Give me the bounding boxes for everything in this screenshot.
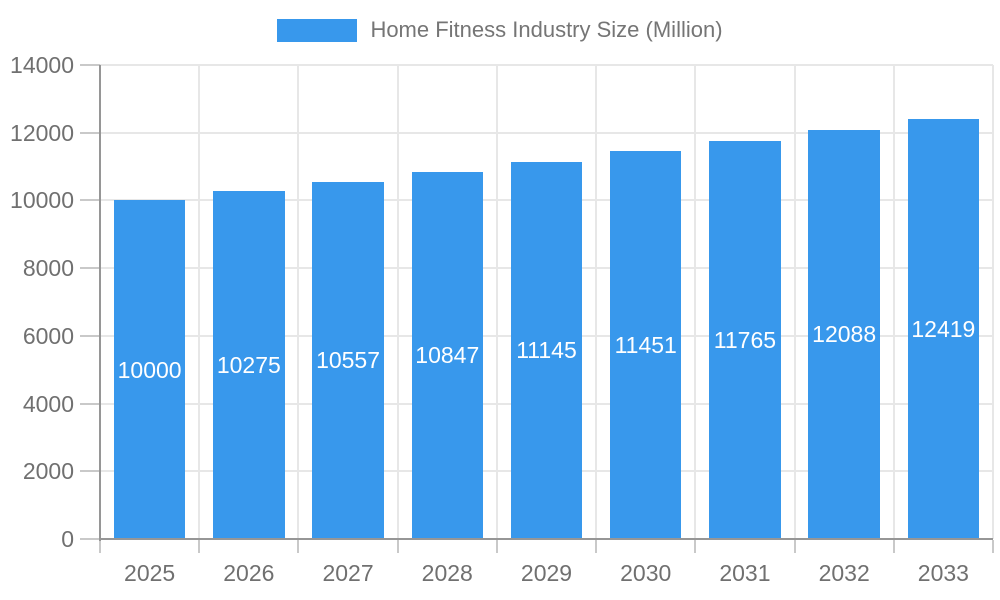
gridline-vertical [595,65,598,539]
x-axis-tick [99,540,101,553]
y-axis-tick [80,131,100,134]
x-tick-label: 2033 [917,560,969,586]
bar-value-label: 10275 [216,352,281,379]
x-axis-tick [198,540,201,553]
x-axis-tick [892,540,895,553]
bar-value-label: 10557 [316,347,381,374]
gridline-vertical [297,65,300,539]
legend-swatch [277,18,358,42]
x-tick-label: 2027 [322,560,374,586]
gridline-vertical [495,65,498,539]
y-tick-label: 8000 [22,255,74,282]
gridline-vertical [694,65,697,539]
y-axis-tick [80,64,100,66]
y-tick-label: 2000 [22,458,74,485]
gridline-vertical [992,65,994,539]
x-tick-label: 2029 [520,560,573,586]
y-axis-tick [80,538,100,540]
y-axis-tick [80,470,100,473]
bar-value-label: 11451 [614,332,677,359]
bar[interactable] [113,200,186,539]
x-tick-label: 2026 [223,560,275,586]
bar[interactable] [213,191,285,539]
y-tick-label: 0 [61,526,74,552]
bar-value-label: 11145 [516,337,577,364]
y-tick-label: 10000 [10,187,74,214]
bar-value-label: 12419 [911,315,976,342]
gridline-vertical [198,65,201,539]
y-tick-label: 14000 [10,52,74,78]
y-tick-label: 12000 [10,119,74,146]
gridline-vertical [892,65,895,539]
x-axis-tick [694,540,697,553]
x-tick-label: 2031 [719,560,771,586]
bar[interactable] [510,161,583,539]
x-axis-tick [793,540,796,553]
bar[interactable] [312,181,384,539]
y-tick-label: 4000 [22,390,74,417]
x-axis-tick [595,540,598,553]
bar[interactable] [709,140,781,539]
gridline-horizontal [100,64,993,66]
legend[interactable]: Home Fitness Industry Size (Million) [0,16,1000,44]
y-axis-tick [80,267,100,270]
x-axis-tick [495,540,498,553]
bar-value-label: 11765 [713,326,777,353]
legend-label: Home Fitness Industry Size (Million) [370,17,723,42]
bar-value-label: 10847 [415,342,480,369]
x-tick-label: 2030 [620,560,672,586]
gridline-horizontal [100,131,993,134]
y-axis-tick [80,199,100,202]
x-axis-tick [992,540,994,553]
x-tick-label: 2025 [124,560,176,586]
y-tick-label: 6000 [22,322,74,349]
x-axis-tick [297,540,300,553]
bar-value-label: 12088 [812,321,877,348]
x-tick-label: 2032 [818,560,870,586]
gridline-vertical [793,65,796,539]
bar[interactable] [610,151,682,539]
x-axis-tick [396,540,399,553]
bar[interactable] [411,171,483,539]
bar[interactable] [907,118,980,539]
x-tick-label: 2028 [421,560,473,586]
y-axis-tick [80,334,100,337]
bar-value-label: 10000 [117,356,182,383]
gridline-vertical [396,65,399,539]
y-axis-tick [80,402,100,405]
bar[interactable] [808,129,880,539]
